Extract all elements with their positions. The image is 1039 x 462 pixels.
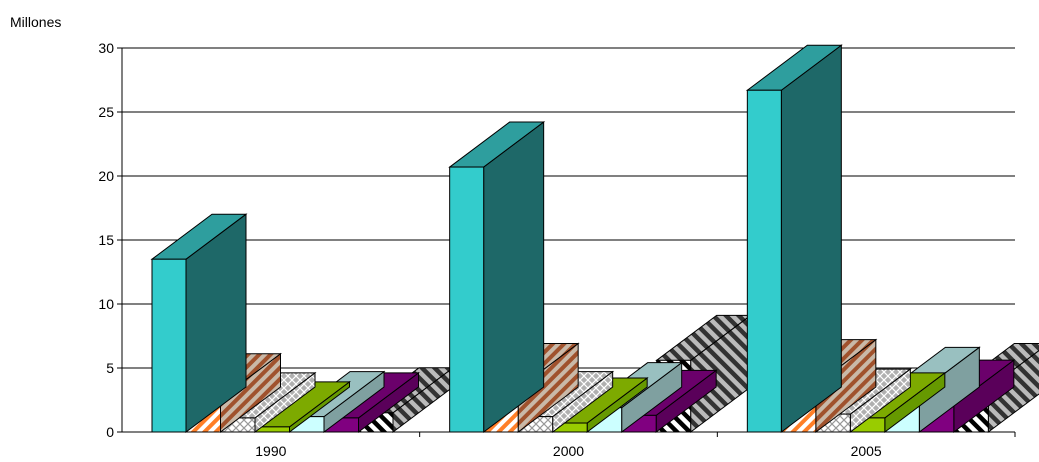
bar-2005-s0 [745,44,843,433]
bar-2000-s0 [448,121,546,433]
bar-side [780,44,842,433]
y-tick-label: 10 [98,296,114,312]
bar-front [151,258,187,433]
y-tick-label: 15 [98,232,114,248]
y-tick-label: 25 [98,104,114,120]
x-tick-label: 2005 [851,443,882,459]
y-tick-label: 30 [98,40,114,56]
x-tick-label: 1990 [255,443,286,459]
bars [150,44,1039,433]
bar-front [746,89,782,433]
y-unit-label: Millones [10,14,61,30]
bar-front [449,166,485,433]
x-tick-label: 2000 [553,443,584,459]
bar-1990-s0 [150,213,248,433]
y-tick-label: 5 [106,360,114,376]
y-tick-label: 20 [98,168,114,184]
y-tick-label: 0 [106,424,114,440]
gridlines [122,47,1015,369]
bar-side [483,121,545,433]
labels: 0 5 10 15 20 25 30 1990 2000 2005 Millones [10,14,882,459]
